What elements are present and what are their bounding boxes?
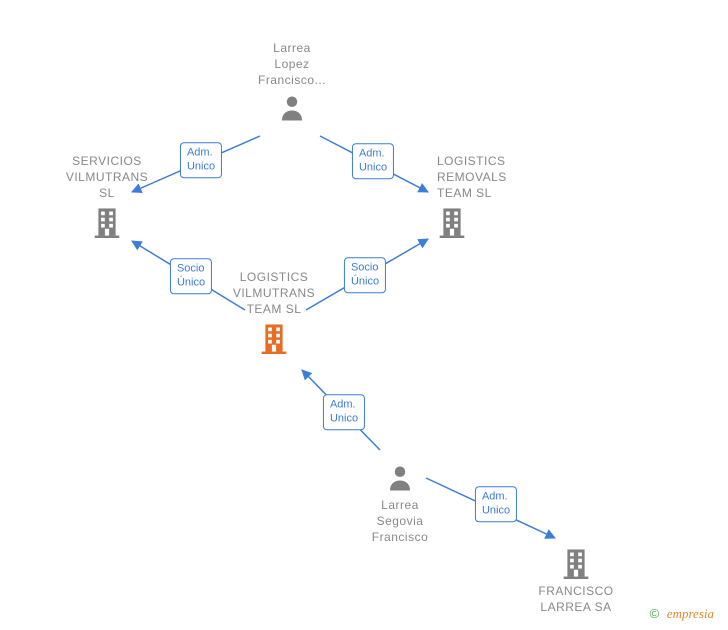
node-logistics_removals: LOGISTICS REMOVALS TEAM SL [392, 153, 512, 238]
building-icon [214, 322, 334, 354]
copyright-symbol: © [650, 606, 660, 621]
node-label: LOGISTICS VILMUTRANS TEAM SL [214, 269, 334, 318]
edge-label: Adm. Unico [352, 143, 394, 179]
edge-label: Adm. Unico [475, 486, 517, 522]
node-servicios_vilmutrans: SERVICIOS VILMUTRANS SL [47, 153, 167, 238]
org-network-diagram: Larrea Lopez Francisco... SERVICIOS VILMU… [0, 0, 728, 630]
brand-name: empresia [667, 606, 714, 621]
edge-label: Socio Único [170, 258, 212, 294]
node-francisco_larrea_sa: FRANCISCO LARREA SA [516, 547, 636, 615]
node-label: LOGISTICS REMOVALS TEAM SL [437, 153, 512, 202]
node-label: FRANCISCO LARREA SA [516, 583, 636, 615]
edge-label: Socio Único [344, 257, 386, 293]
footer: © empresia [650, 606, 714, 622]
node-label: Larrea Segovia Francisco [340, 497, 460, 546]
edge-label: Adm. Unico [323, 394, 365, 430]
person-icon [340, 463, 460, 493]
building-icon [516, 547, 636, 579]
building-icon [47, 206, 167, 238]
building-icon [392, 206, 512, 238]
edge-label: Adm. Unico [180, 142, 222, 178]
node-larrea_lopez: Larrea Lopez Francisco... [232, 40, 352, 123]
node-label: Larrea Lopez Francisco... [232, 40, 352, 89]
person-icon [232, 93, 352, 123]
node-larrea_segovia: Larrea Segovia Francisco [340, 463, 460, 546]
node-logistics_vilmutrans: LOGISTICS VILMUTRANS TEAM SL [214, 269, 334, 354]
node-label: SERVICIOS VILMUTRANS SL [47, 153, 167, 202]
